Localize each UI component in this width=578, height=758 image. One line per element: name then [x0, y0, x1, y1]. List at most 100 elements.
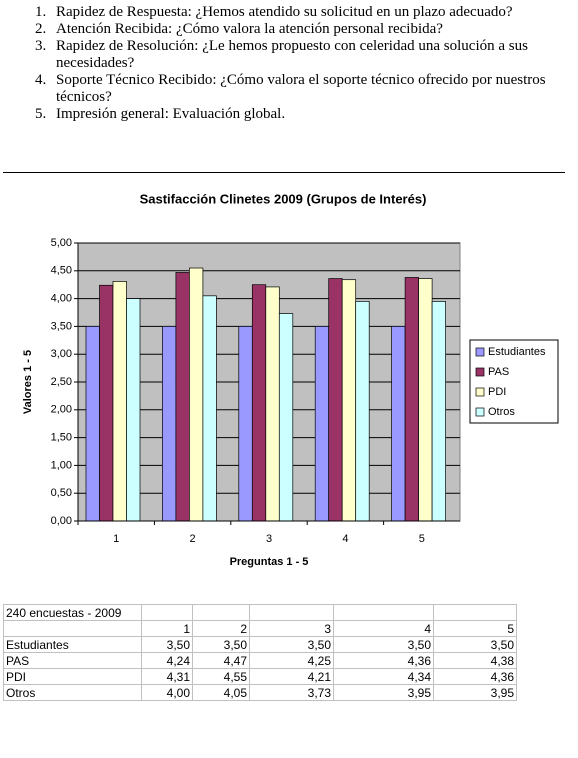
y-tick-label: 2,00	[51, 404, 72, 416]
table-cell: 4,21	[249, 668, 334, 685]
table-header: 4	[333, 620, 434, 637]
y-tick-label: 4,00	[51, 293, 72, 305]
list-item: Rapidez de Respuesta: ¿Hemos atendido su…	[50, 4, 550, 21]
table-cell: 4,36	[333, 652, 434, 669]
x-axis-label: Preguntas 1 - 5	[230, 556, 309, 568]
table-cell: 4,00	[141, 684, 193, 701]
table-cell: 3,50	[141, 636, 193, 653]
y-tick-label: 0,00	[51, 515, 72, 527]
table-header: 3	[249, 620, 334, 637]
table-cell: 4,24	[141, 652, 193, 669]
y-tick-label: 2,50	[51, 376, 72, 388]
table-cell	[141, 604, 193, 621]
legend-label: PDI	[488, 386, 506, 398]
bar	[85, 326, 100, 522]
y-tick-label: 0,50	[51, 487, 72, 499]
bar	[99, 284, 114, 522]
table-row: PAS 4,24 4,47 4,25 4,36 4,38	[3, 652, 517, 669]
legend-swatch	[475, 407, 485, 417]
legend-swatch	[475, 347, 485, 357]
legend-swatch	[475, 387, 485, 397]
legend-label: Otros	[488, 406, 515, 418]
table-cell: 4,34	[333, 668, 434, 685]
table-row: PDI 4,31 4,55 4,21 4,34 4,36	[3, 668, 517, 685]
bar	[238, 326, 253, 522]
table-cell: 3,50	[249, 636, 334, 653]
table-cell: 3,95	[433, 684, 517, 701]
y-tick-label: 3,00	[51, 348, 72, 360]
bar	[189, 267, 204, 522]
bar	[341, 279, 357, 522]
table-cell: 3,73	[249, 684, 334, 701]
table-cell: 4,05	[192, 684, 250, 701]
bar	[278, 313, 294, 522]
bar	[431, 301, 446, 522]
x-tick-label: 3	[266, 533, 272, 545]
bar	[391, 326, 406, 522]
y-axis-label: Valores 1 - 5	[22, 350, 34, 414]
table-cell	[249, 604, 334, 621]
row-label: PAS	[3, 652, 142, 669]
y-tick-label: 3,50	[51, 320, 72, 332]
row-label: Estudiantes	[3, 636, 142, 653]
table-cell: 3,50	[333, 636, 434, 653]
y-tick-label: 4,50	[51, 265, 72, 277]
legend	[469, 339, 559, 424]
chart-title: Sastifacción Clinetes 2009 (Grupos de In…	[140, 191, 427, 206]
table-cell	[333, 604, 434, 621]
y-tick-label: 5,00	[51, 237, 72, 249]
table-cell	[3, 620, 142, 637]
table-row: 240 encuestas - 2009	[3, 604, 517, 621]
table-cell	[433, 604, 517, 621]
table-cell	[192, 604, 250, 621]
question-list: Rapidez de Respuesta: ¿Hemos atendido su…	[10, 4, 550, 123]
data-table: 240 encuestas - 2009 1 2 3 4 5 Estudiantes 3,50…	[3, 604, 517, 701]
legend-label: PAS	[488, 366, 509, 378]
bar	[355, 301, 370, 522]
table-cell: 4,47	[192, 652, 250, 669]
table-caption: 240 encuestas - 2009	[3, 604, 142, 621]
chart: Sastifacción Clinetes 2009 (Grupos de In…	[22, 191, 559, 568]
table-cell: 4,31	[141, 668, 193, 685]
bar	[328, 278, 343, 522]
table-row: Estudiantes 3,50 3,50 3,50 3,50 3,50	[3, 636, 517, 653]
bar	[126, 298, 141, 522]
table-cell: 3,50	[192, 636, 250, 653]
x-tick-label: 4	[342, 533, 348, 545]
table-cell: 4,55	[192, 668, 250, 685]
bar	[314, 326, 330, 522]
row-label: Otros	[3, 684, 142, 701]
list-item: Atención Recibida: ¿Cómo valora la atenc…	[50, 21, 550, 38]
table-header: 1	[141, 620, 193, 637]
separator	[3, 172, 565, 173]
x-tick-label: 5	[419, 533, 425, 545]
bar	[175, 272, 190, 522]
x-tick-label: 1	[113, 533, 119, 545]
table-cell: 3,50	[433, 636, 517, 653]
bar	[404, 277, 419, 522]
bar	[251, 284, 267, 522]
bar	[202, 295, 217, 522]
legend-label: Estudiantes	[488, 346, 546, 358]
list-item: Impresión general: Evaluación global.	[50, 106, 550, 123]
legend-swatch	[475, 367, 485, 377]
table-cell: 3,95	[333, 684, 434, 701]
bar	[112, 281, 127, 522]
x-tick-label: 2	[190, 533, 196, 545]
list-item: Soporte Técnico Recibido: ¿Cómo valora e…	[50, 72, 550, 106]
bar	[265, 286, 280, 522]
table-row: Otros 4,00 4,05 3,73 3,95 3,95	[3, 684, 517, 701]
table-cell: 4,25	[249, 652, 334, 669]
bar	[418, 278, 433, 522]
table-header: 5	[433, 620, 517, 637]
row-label: PDI	[3, 668, 142, 685]
table-cell: 4,38	[433, 652, 517, 669]
table-cell: 4,36	[433, 668, 517, 685]
y-tick-label: 1,50	[51, 432, 72, 444]
list-item: Rapidez de Resolución: ¿Le hemos propues…	[50, 38, 550, 72]
bar	[162, 326, 177, 522]
table-header: 2	[192, 620, 250, 637]
y-tick-label: 1,00	[51, 459, 72, 471]
